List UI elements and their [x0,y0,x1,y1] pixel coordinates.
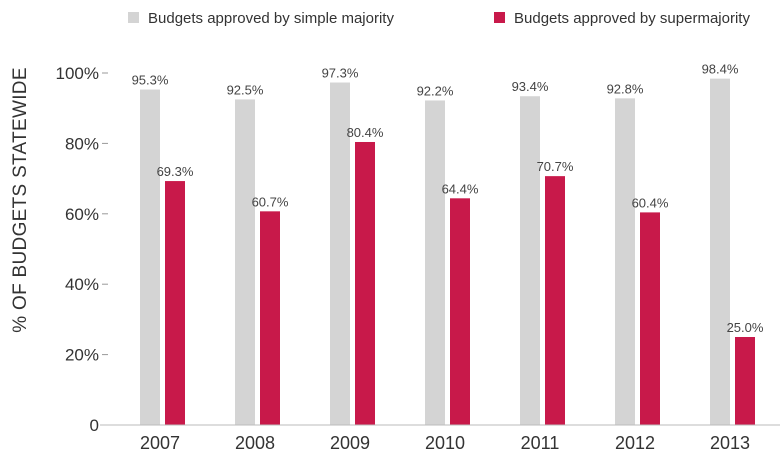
bar-simple-majority-2008 [235,99,255,426]
x-tick-label: 2012 [615,433,655,453]
y-tick-label: 0 [90,416,99,435]
data-label: 25.0% [727,320,764,335]
data-label: 93.4% [512,79,549,94]
legend-label-2: Budgets approved by supermajority [514,10,750,27]
y-tick-label: 60% [65,205,99,224]
bar-simple-majority-2013 [710,78,730,426]
data-label: 64.4% [442,181,479,196]
legend: Budgets approved by simple majority Budge… [128,10,750,27]
bar-simple-majority-2007 [140,89,160,425]
data-label: 69.3% [157,164,194,179]
x-tick-label: 2008 [235,433,275,453]
data-label: 95.3% [132,73,169,88]
data-label: 80.4% [347,125,384,140]
data-label: 98.4% [702,62,739,77]
legend-swatch-1 [128,12,139,23]
bar-supermajority-2010 [450,198,470,425]
y-tick-label: 80% [65,134,99,153]
bar-supermajority-2011 [545,176,565,425]
data-label: 60.7% [252,194,289,209]
data-label: 70.7% [537,159,574,174]
bar-simple-majority-2012 [615,98,635,426]
y-tick-label: 40% [65,275,99,294]
bar-supermajority-2012 [640,212,660,425]
x-tick-label: 2011 [521,433,560,453]
x-tick-label: 2009 [330,433,370,453]
bar-supermajority-2009 [355,141,375,425]
y-tick-label: 100% [56,64,99,83]
y-axis: 0 20% 40% 60% 80% 100% [56,64,108,435]
x-axis: 2007 2008 2009 2010 2011 2012 2013 [140,433,750,453]
bar-simple-majority-2011 [520,96,540,426]
data-label: 92.5% [227,82,264,97]
bar-supermajority-2008 [260,211,280,425]
x-tick-label: 2007 [140,433,180,453]
plot-area: 95.3% 69.3% 92.5% 60.7% 97.3% 80.4% 92.2% 64.4%… [132,62,764,426]
legend-label-1: Budgets approved by simple majority [148,10,394,27]
y-axis-title: % OF BUDGETS STATEWIDE [10,67,31,333]
bar-simple-majority-2010 [425,100,445,426]
data-label: 92.2% [417,83,454,98]
data-label: 60.4% [632,195,669,210]
y-tick-label: 20% [65,346,99,365]
x-tick-label: 2013 [710,433,750,453]
data-label: 92.8% [607,81,644,96]
data-label: 97.3% [322,66,359,81]
x-tick-label: 2010 [425,433,465,453]
bar-simple-majority-2009 [330,82,350,425]
bar-supermajority-2013 [735,337,755,425]
legend-swatch-2 [494,12,505,23]
bar-supermajority-2007 [165,181,185,425]
